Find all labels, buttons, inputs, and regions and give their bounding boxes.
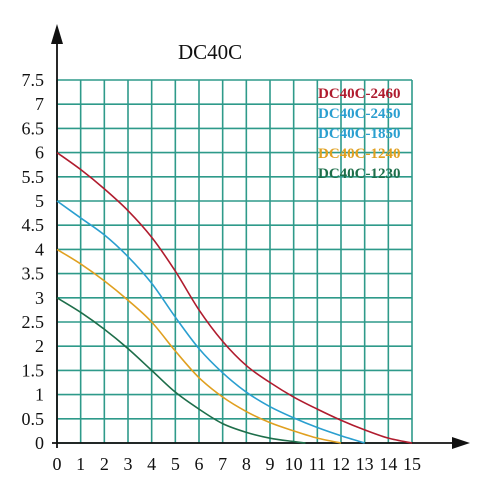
x-tick-label: 6: [195, 454, 204, 474]
y-tick-label: 7.5: [22, 70, 45, 90]
series-line: [56, 200, 365, 444]
x-tick-label: 2: [100, 454, 109, 474]
y-tick-label: 3.5: [22, 264, 45, 284]
legend-entry: DC40C-2460: [318, 86, 401, 102]
y-tick-label: 3: [35, 288, 44, 308]
y-tick-label: 7: [35, 94, 44, 114]
legend-entry: DC40C-1850: [318, 126, 401, 142]
x-tick-label: 15: [403, 454, 421, 474]
x-tick-label: 3: [124, 454, 133, 474]
x-tick-label: 5: [171, 454, 180, 474]
x-tick-label: 1: [76, 454, 85, 474]
y-tick-label: 6: [35, 143, 44, 163]
y-tick-label: 0: [35, 433, 44, 453]
x-tick-label: 9: [266, 454, 275, 474]
series-line: [56, 297, 306, 444]
chart-title: DC40C: [178, 40, 243, 64]
x-tick-label: 14: [379, 454, 397, 474]
x-tick-label: 7: [218, 454, 227, 474]
y-tick-label: 5.5: [22, 167, 45, 187]
x-axis-arrow: [452, 437, 470, 449]
y-tick-label: 4.5: [22, 215, 45, 235]
x-tick-label: 10: [285, 454, 303, 474]
y-tick-label: 6.5: [22, 118, 45, 138]
y-tick-label: 2.5: [22, 312, 45, 332]
y-tick-label: 1: [35, 385, 44, 405]
series-line: [56, 248, 342, 444]
x-tick-label: 4: [147, 454, 156, 474]
y-tick-label: 4: [35, 239, 44, 259]
legend-entry: DC40C-2450: [318, 106, 401, 122]
y-axis-arrow: [51, 24, 63, 44]
x-tick-label: 8: [242, 454, 251, 474]
series-line: [56, 151, 413, 444]
x-tick-label: 0: [53, 454, 62, 474]
x-tick-label: 13: [356, 454, 374, 474]
y-tick-label: 2: [35, 336, 44, 356]
y-tick-label: 1.5: [22, 360, 45, 380]
y-tick-label: 0.5: [22, 409, 45, 429]
x-tick-label: 12: [332, 454, 350, 474]
y-tick-label: 5: [35, 191, 44, 211]
legend-entry: DC40C-1240: [318, 146, 401, 162]
legend-entry: DC40C-1230: [318, 166, 401, 182]
x-tick-label: 11: [309, 454, 326, 474]
